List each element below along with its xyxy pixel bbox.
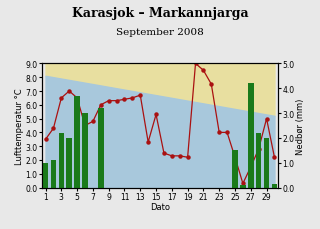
Bar [51, 161, 56, 188]
Bar [256, 133, 261, 188]
Bar [59, 133, 64, 188]
Bar [67, 138, 72, 188]
Text: Karasjok – Markannjarga: Karasjok – Markannjarga [72, 7, 248, 20]
Bar [248, 84, 253, 188]
Y-axis label: Lufttemperatur °C: Lufttemperatur °C [15, 88, 24, 164]
Bar [82, 114, 88, 188]
Bar [264, 138, 269, 188]
Y-axis label: Nedbør (mm): Nedbør (mm) [296, 98, 305, 154]
Bar [272, 184, 277, 188]
Bar [232, 151, 238, 188]
Bar [74, 96, 80, 188]
Text: September 2008: September 2008 [116, 27, 204, 36]
Bar [98, 109, 104, 188]
Bar [43, 163, 48, 188]
Bar [240, 185, 246, 188]
X-axis label: Dato: Dato [150, 202, 170, 211]
